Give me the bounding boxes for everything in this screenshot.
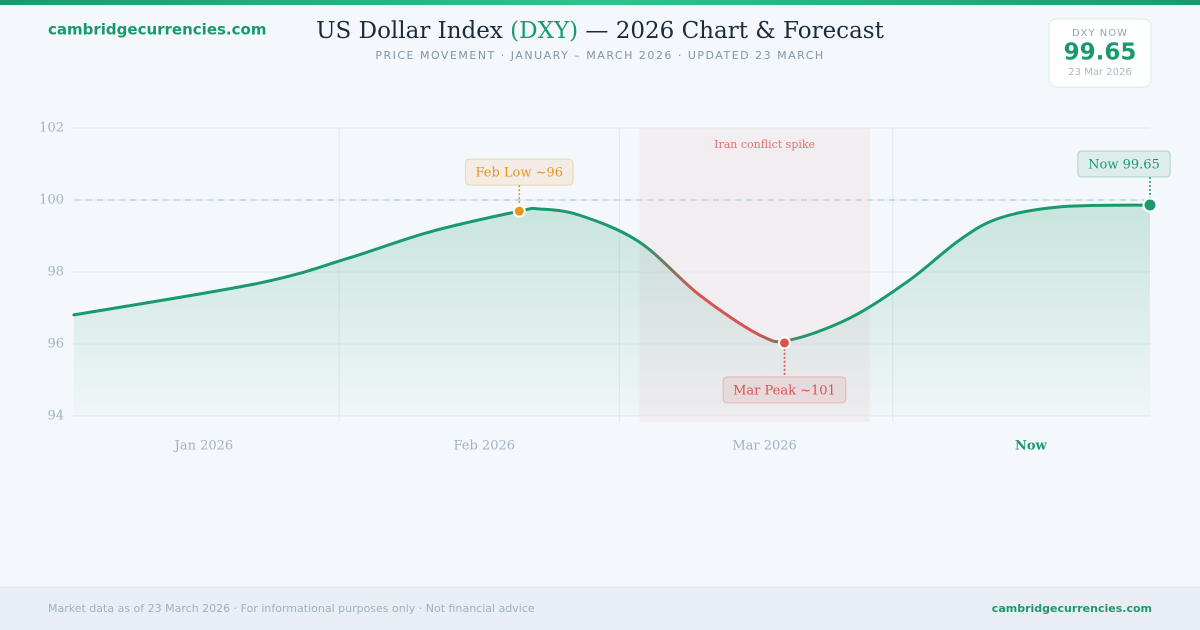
title-part: US Dollar Index xyxy=(316,18,510,44)
top-bar xyxy=(0,0,1200,5)
x-tick-label: Mar 2026 xyxy=(732,439,797,454)
badge xyxy=(1048,18,1152,88)
plot: Iran conflict spike 94 96 98 100 102 Jan 2026 F… xyxy=(39,121,1171,454)
callout-label: Mar Peak ~101 xyxy=(733,383,836,398)
footer xyxy=(0,587,1200,630)
y-tick-label: 100 xyxy=(39,193,64,208)
badge-value: 99.65 xyxy=(1064,40,1137,66)
callout-box xyxy=(722,376,847,404)
badge-label: DXY NOW xyxy=(1072,28,1128,39)
callout-box xyxy=(1077,150,1171,178)
footer-note: Market data as of 23 March 2026 · For in… xyxy=(48,602,535,615)
y-tick-label: 102 xyxy=(39,121,64,136)
marker xyxy=(777,336,791,350)
title-part: (DXY) xyxy=(510,18,578,44)
callout-label: Feb Low ~96 xyxy=(475,166,563,181)
line xyxy=(72,203,1152,344)
y-tick-label: 94 xyxy=(47,409,64,424)
marker xyxy=(1142,197,1158,213)
marker xyxy=(512,204,526,218)
callout-box xyxy=(464,158,574,186)
y-tick-label: 96 xyxy=(47,337,64,352)
area xyxy=(73,205,1150,416)
title-part: — 2026 Chart & Forecast xyxy=(578,18,884,44)
badge-date: 23 Mar 2026 xyxy=(1068,67,1131,78)
footer-brand: cambridgecurrencies.com xyxy=(992,602,1152,615)
subtitle: PRICE MOVEMENT · JANUARY – MARCH 2026 · … xyxy=(375,49,824,62)
x-tick-label: Jan 2026 xyxy=(173,439,234,454)
y-tick-label: 98 xyxy=(47,265,64,280)
callout-label: Now 99.65 xyxy=(1088,158,1160,173)
brand: cambridgecurrencies.com xyxy=(48,21,266,39)
x-tick-label: Feb 2026 xyxy=(453,439,515,454)
x-tick-label: Now xyxy=(1015,439,1048,454)
highlight-label: Iran conflict spike xyxy=(714,138,815,151)
chart-title: US Dollar Index (DXY) — 2026 Chart & For… xyxy=(316,18,884,44)
